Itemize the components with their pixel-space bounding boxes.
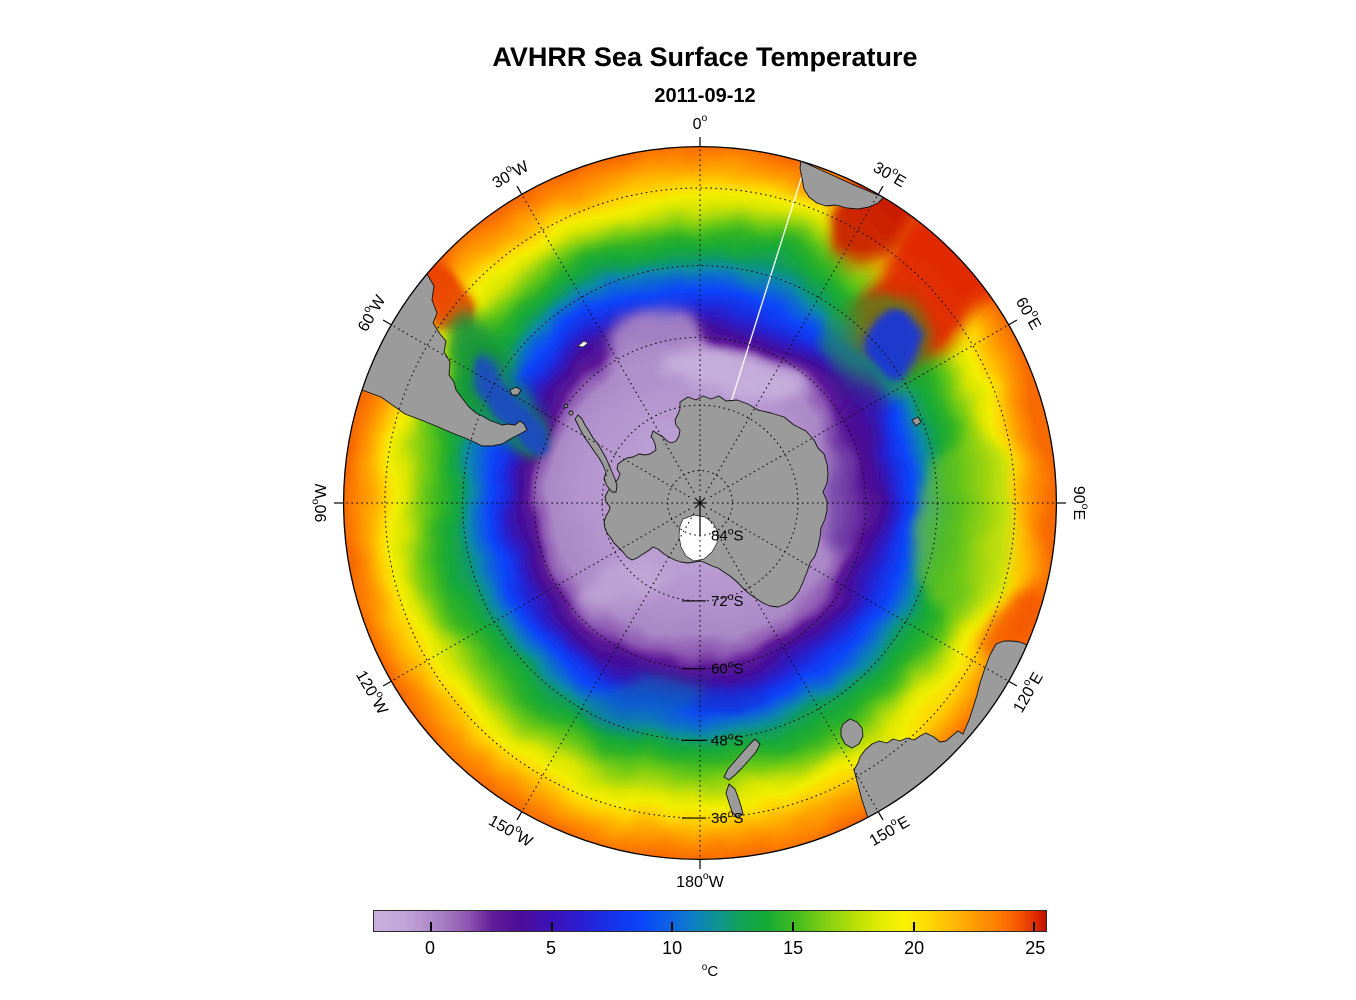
meridian-label: 60oE	[1012, 293, 1047, 333]
cold-crozet-blue-overlay	[865, 310, 921, 380]
colorbar-unit-label: oC	[373, 962, 1047, 981]
south-america-landmass	[361, 273, 528, 447]
meridian-label: 90oW	[309, 483, 330, 523]
antarctic-peninsula-landmass	[574, 414, 618, 493]
meridian-label: 120oW	[353, 666, 395, 718]
meridian-edge-tick	[1008, 319, 1018, 326]
antarctica-landmass	[603, 395, 829, 608]
ice-lavender-light-overlay	[665, 343, 805, 401]
figure-date-subtitle: 2011-09-12	[654, 85, 756, 107]
pole-marker	[693, 496, 707, 510]
colorbar-gradient-bar	[373, 910, 1047, 932]
colorbar-tick	[550, 922, 553, 931]
cold-south-of-nz-blue-overlay	[698, 681, 758, 713]
new-zealand-south-island	[723, 738, 761, 781]
peninsula-island	[568, 410, 574, 416]
meridian-edge-tick	[877, 185, 884, 195]
meridian-label: 30oE	[870, 156, 910, 191]
colorbar-tick	[912, 922, 915, 931]
cold-falklands-blue-overlay	[475, 353, 549, 455]
degree-superscript: o	[701, 962, 708, 973]
meridian-label: 180oW	[676, 870, 725, 891]
meridian-edge-tick	[516, 811, 523, 821]
meridian-edge-tick	[516, 185, 523, 195]
colorbar-tick	[429, 922, 432, 931]
indian-lime-overlay	[915, 430, 1015, 620]
warm-120e-overlay	[987, 585, 1039, 659]
map-boundary-circle	[342, 145, 1058, 861]
colorbar-tick	[671, 922, 674, 931]
south-georgia-island	[577, 340, 589, 348]
colorbar-tick-labels: 0 5 10 15 20 25	[373, 938, 1047, 962]
meridian-label: 60oW	[352, 290, 390, 335]
colorbar-tick-label: 10	[662, 938, 683, 958]
new-zealand-north-island	[725, 783, 744, 819]
purple-band-east-overlay	[823, 385, 881, 555]
colorbar-tick-label: 0	[425, 938, 436, 958]
cold-south-of-nz-teal-overlay	[574, 672, 706, 728]
parallel-label: 48oS	[711, 730, 744, 749]
meridian-edge-tick	[382, 680, 392, 687]
colorbar: 0 5 10 15 20 25 oC	[373, 910, 1047, 980]
meridian-label: 90oE	[1071, 486, 1092, 520]
colorbar-tick	[791, 922, 794, 931]
landmasses	[361, 160, 1028, 819]
graticule-meridians	[334, 137, 1066, 869]
parallel-label: 36oS	[711, 808, 744, 827]
parallel-label: 60oS	[711, 659, 744, 678]
parallel-label: 72oS	[711, 591, 744, 610]
unit-letter: C	[707, 963, 719, 980]
tasmania-island	[840, 718, 864, 749]
map-disc	[343, 146, 1057, 860]
parallel-circle	[384, 187, 1016, 819]
meridian-label: 30oW	[488, 154, 533, 192]
meridian-edge-tick	[877, 811, 884, 821]
meridian-edge-tick	[382, 319, 392, 326]
ross-ice-shelf	[678, 514, 719, 562]
colorbar-tick	[1033, 922, 1036, 931]
colorbar-tick-label: 20	[904, 938, 925, 958]
kerguelen-island	[911, 416, 922, 427]
colorbar-tick-label: 25	[1025, 938, 1046, 958]
ice-lavender-light2-overlay	[581, 558, 671, 614]
africa-landmass	[799, 160, 885, 210]
parallel-label: 84oS	[711, 525, 744, 544]
meridian-label: 150oE	[865, 810, 913, 849]
colorbar-tick-label: 5	[546, 938, 557, 958]
meridian-label: 0o	[693, 112, 708, 133]
warm-brazil-current-overlay	[416, 256, 468, 334]
meridian-edge-tick	[1008, 680, 1018, 687]
colorbar-tick-label: 15	[783, 938, 804, 958]
meridian-label: 120oE	[1007, 668, 1046, 716]
figure-title: AVHRR Sea Surface Temperature	[492, 42, 918, 72]
